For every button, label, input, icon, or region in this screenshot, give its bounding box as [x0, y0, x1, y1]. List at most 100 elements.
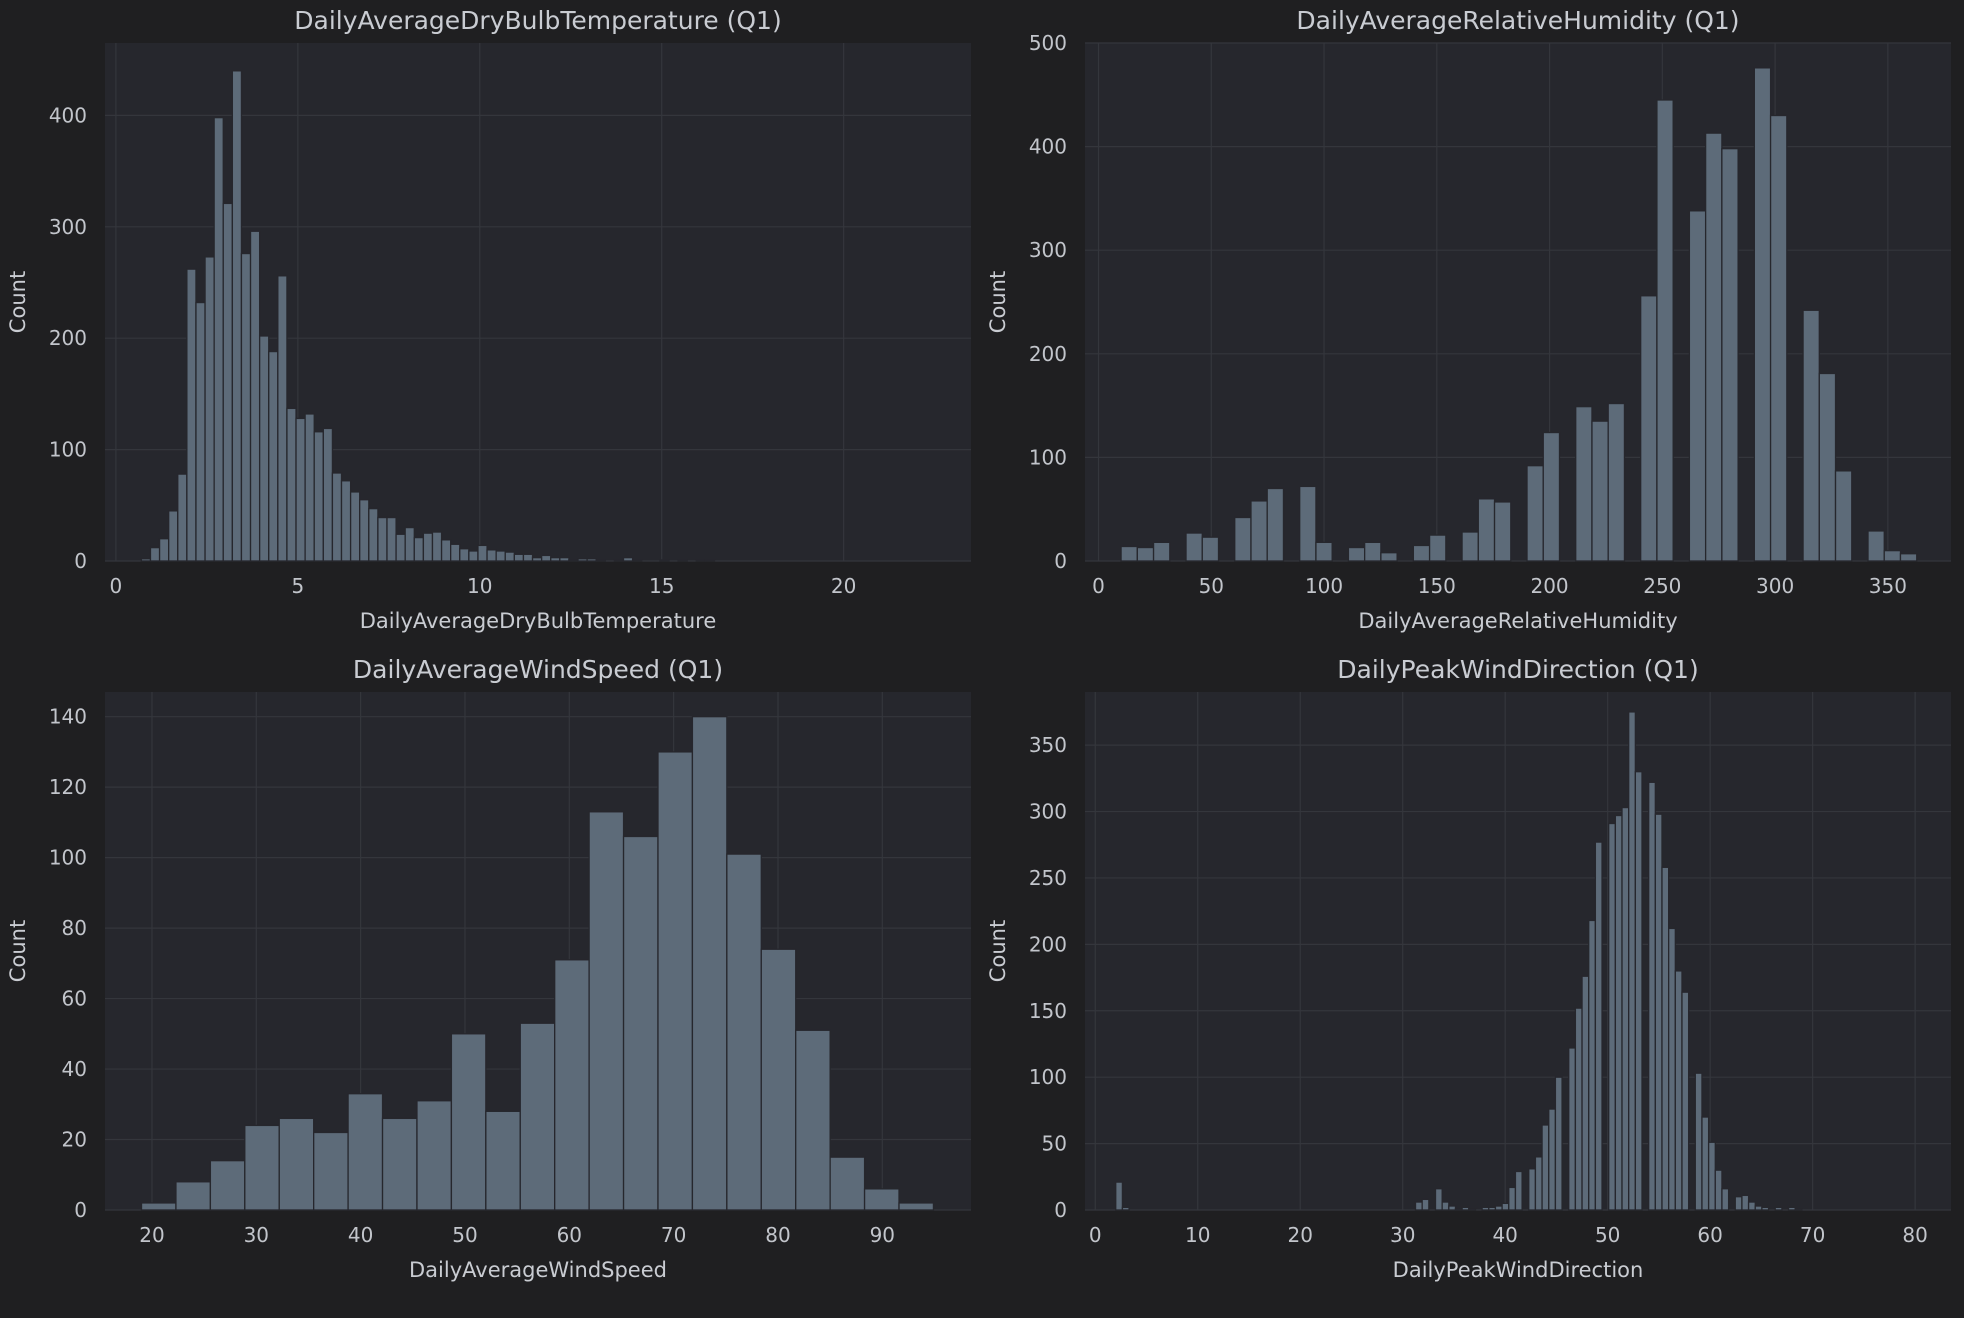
y-tick-label: 350 — [1029, 733, 1067, 757]
histogram-bar — [1493, 501, 1512, 562]
histogram-bar — [168, 510, 179, 562]
histogram-bar — [486, 549, 497, 562]
x-tick-label: 0 — [110, 574, 123, 598]
y-tick-label: 60 — [62, 987, 87, 1011]
histogram-bar — [244, 1124, 280, 1211]
y-tick-label: 400 — [1029, 135, 1067, 159]
x-tick-label: 300 — [1756, 574, 1794, 598]
histogram-bar — [177, 473, 188, 562]
histogram-bar — [519, 1022, 556, 1211]
histogram-bar — [1607, 402, 1626, 562]
y-tick-label: 100 — [1029, 445, 1067, 469]
histogram-bar — [222, 202, 234, 562]
x-tick-label: 5 — [291, 574, 304, 598]
histogram-bar — [1534, 1156, 1543, 1211]
y-tick-label: 50 — [1042, 1132, 1067, 1156]
histogram-bar — [622, 557, 634, 562]
y-tick-label: 40 — [62, 1057, 87, 1081]
histogram-bar — [1714, 1169, 1723, 1211]
y-tick-label: 120 — [49, 775, 87, 799]
histogram-bar — [522, 553, 534, 562]
x-tick-label: 60 — [1697, 1223, 1722, 1247]
histogram-bar — [140, 1202, 177, 1211]
histogram-bar — [1494, 1205, 1503, 1211]
histogram-bar — [278, 1117, 315, 1211]
x-tick-label: 15 — [649, 574, 674, 598]
histogram-bar — [450, 1033, 487, 1211]
histogram-bar — [1541, 1124, 1550, 1211]
histogram-bar — [204, 256, 215, 562]
histogram-bar — [209, 1160, 246, 1211]
y-tick-label: 100 — [49, 846, 87, 870]
y-tick-label: 200 — [49, 326, 87, 350]
x-tick-label: 90 — [870, 1223, 895, 1247]
histogram-bar — [829, 1156, 866, 1211]
chart-dry-bulb-temperature: 0 5 10 15 20 0 100 200 300 400 DailyAverageDryBu… — [6, 6, 971, 633]
histogram-bar — [695, 559, 707, 562]
x-tick-label: 20 — [1287, 1223, 1312, 1247]
histogram-bar — [504, 551, 515, 562]
histogram-bar — [1434, 1188, 1443, 1211]
x-tick-label: 10 — [1185, 1223, 1210, 1247]
y-tick-label: 300 — [1029, 238, 1067, 262]
histogram-bar — [1883, 549, 1902, 562]
histogram-bar — [1774, 1206, 1783, 1211]
histogram-bar — [1688, 210, 1707, 562]
histogram-bar — [1668, 927, 1676, 1211]
y-tick-labels: 0 100 200 300 400 500 — [1029, 31, 1067, 573]
histogram-bar — [595, 559, 606, 562]
histogram-bar — [586, 558, 597, 562]
histogram-bar — [1769, 114, 1788, 562]
histogram-bar — [404, 526, 415, 562]
histogram-bar — [863, 1188, 900, 1211]
histogram-bar — [577, 558, 588, 562]
y-tick-label: 150 — [1029, 999, 1067, 1023]
x-axis-label: DailyAverageDryBulbTemperature — [360, 609, 717, 633]
x-tick-label: 0 — [1089, 1223, 1102, 1247]
histogram-bar — [322, 427, 334, 562]
y-tick-label: 250 — [1029, 866, 1067, 890]
histogram-bar — [1201, 536, 1220, 562]
histogram-bar — [1363, 541, 1382, 562]
histogram-bar — [1628, 711, 1636, 1211]
histogram-bar — [1488, 1206, 1497, 1211]
x-axis-label: DailyAverageRelativeHumidity — [1358, 609, 1677, 633]
y-axis-label: Count — [986, 920, 1010, 982]
x-tick-label: 50 — [1595, 1223, 1620, 1247]
histogram-bar — [1347, 546, 1366, 562]
histogram-bar — [286, 407, 297, 562]
histogram-bar — [1648, 781, 1656, 1211]
histogram-bar — [186, 268, 197, 562]
x-tick-label: 30 — [1390, 1223, 1415, 1247]
histogram-bar — [1477, 498, 1496, 562]
histogram-bar — [1266, 487, 1285, 562]
histogram-bar — [1461, 1206, 1470, 1211]
y-tick-label: 100 — [49, 438, 87, 462]
histogram-bar — [1594, 841, 1603, 1211]
histogram-bar — [416, 1100, 453, 1211]
x-tick-label: 20 — [831, 574, 856, 598]
bars — [140, 716, 935, 1211]
histogram-bar — [1694, 1072, 1703, 1211]
histogram-bar — [1747, 1201, 1756, 1211]
histogram-bar — [1380, 552, 1398, 562]
histogram-bar — [1753, 67, 1772, 562]
y-tick-label: 140 — [49, 705, 87, 729]
histogram-bar — [1654, 813, 1663, 1211]
histogram-bar — [368, 507, 379, 562]
histogram-bar — [631, 559, 643, 562]
histogram-bar — [468, 550, 479, 562]
histogram-bar — [1787, 1206, 1796, 1211]
histogram-bar — [1674, 970, 1683, 1211]
x-tick-label: 350 — [1869, 574, 1907, 598]
x-tick-label: 0 — [1092, 574, 1105, 598]
y-tick-label: 500 — [1029, 31, 1067, 55]
x-tick-labels: 20 30 40 50 60 70 80 90 — [139, 1223, 895, 1247]
histogram-bar — [691, 716, 728, 1211]
histogram-bar — [613, 559, 625, 562]
y-tick-labels: 0 50 100 150 200 250 300 350 — [1029, 733, 1067, 1222]
histogram-bar — [1120, 545, 1138, 562]
histogram-bar — [1421, 1198, 1430, 1211]
x-tick-label: 40 — [348, 1223, 373, 1247]
bars — [1120, 67, 1918, 562]
